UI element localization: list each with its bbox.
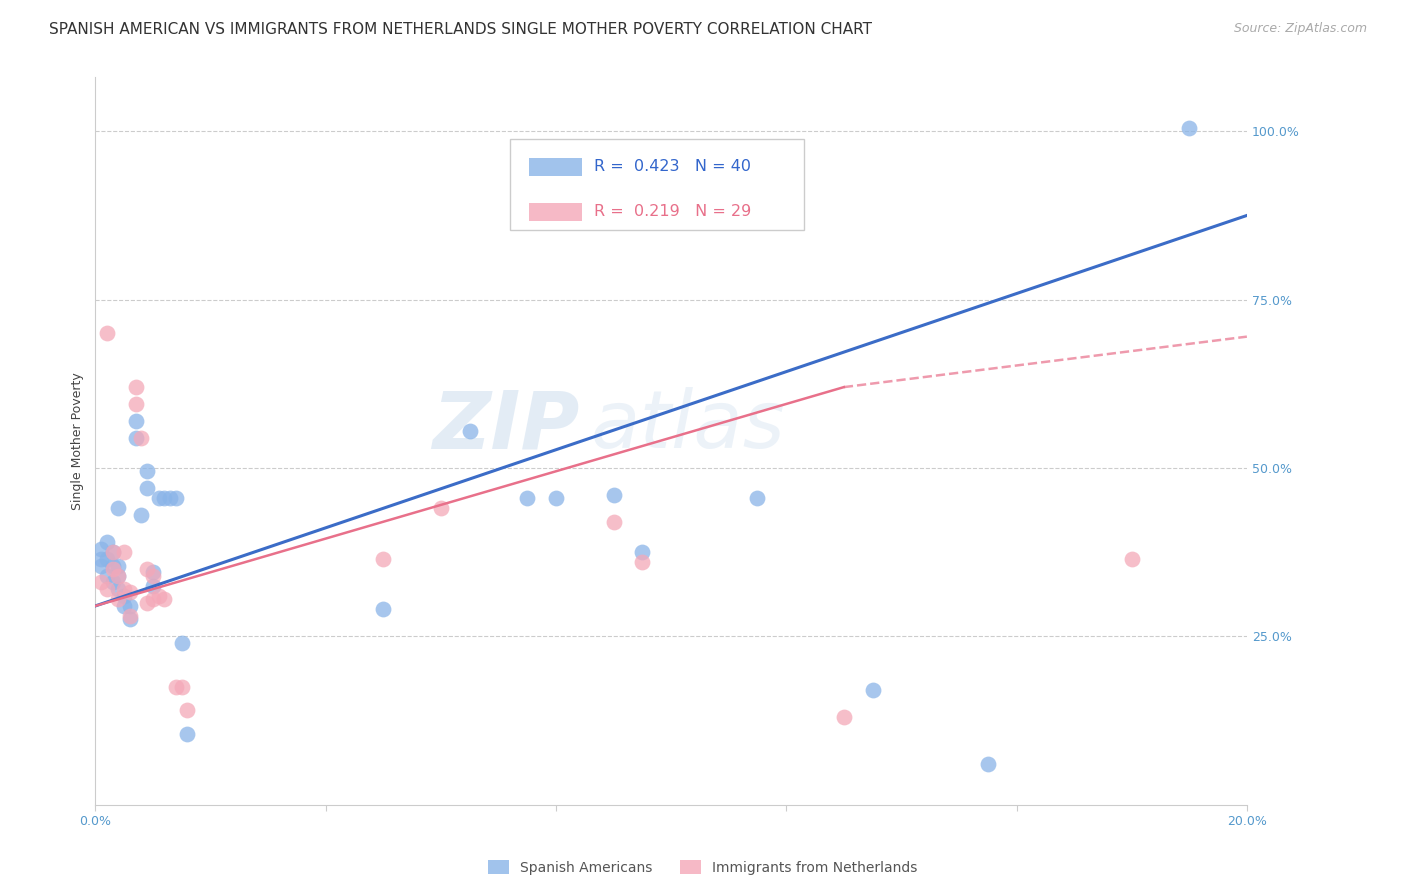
Point bbox=[124, 397, 146, 411]
Point bbox=[107, 592, 129, 607]
Point bbox=[90, 541, 112, 556]
Point bbox=[112, 589, 135, 603]
Point bbox=[136, 464, 159, 478]
Point bbox=[142, 566, 165, 580]
Point bbox=[1121, 551, 1143, 566]
Text: Source: ZipAtlas.com: Source: ZipAtlas.com bbox=[1233, 22, 1367, 36]
Point bbox=[90, 551, 112, 566]
Point bbox=[142, 568, 165, 582]
Point bbox=[148, 491, 170, 506]
Point bbox=[544, 491, 567, 506]
Point bbox=[165, 491, 187, 506]
Point bbox=[118, 599, 141, 613]
Point bbox=[142, 592, 165, 607]
Point bbox=[136, 481, 159, 495]
Point bbox=[153, 491, 176, 506]
Point bbox=[430, 501, 453, 516]
Point bbox=[862, 683, 884, 698]
Point bbox=[112, 582, 135, 596]
Point bbox=[107, 558, 129, 573]
Point bbox=[107, 568, 129, 582]
Text: atlas: atlas bbox=[591, 387, 786, 466]
Point bbox=[176, 703, 198, 717]
Point bbox=[136, 596, 159, 610]
Point bbox=[631, 555, 654, 569]
Point bbox=[96, 551, 118, 566]
Bar bbox=[530, 203, 582, 220]
Point bbox=[112, 545, 135, 559]
Point bbox=[118, 585, 141, 599]
Point bbox=[124, 414, 146, 428]
Point bbox=[107, 582, 129, 596]
Bar bbox=[530, 158, 582, 176]
Point bbox=[170, 636, 193, 650]
Point bbox=[124, 431, 146, 445]
Point bbox=[101, 575, 124, 590]
Point bbox=[631, 545, 654, 559]
FancyBboxPatch shape bbox=[510, 139, 804, 230]
Text: SPANISH AMERICAN VS IMMIGRANTS FROM NETHERLANDS SINGLE MOTHER POVERTY CORRELATIO: SPANISH AMERICAN VS IMMIGRANTS FROM NETH… bbox=[49, 22, 872, 37]
Point bbox=[101, 545, 124, 559]
Point bbox=[170, 680, 193, 694]
Point bbox=[96, 568, 118, 582]
Point bbox=[90, 575, 112, 590]
Point bbox=[131, 508, 153, 522]
Point bbox=[159, 491, 181, 506]
Point bbox=[118, 612, 141, 626]
Point bbox=[96, 535, 118, 549]
Point bbox=[1178, 120, 1201, 135]
Point bbox=[136, 562, 159, 576]
Point bbox=[832, 710, 855, 724]
Point bbox=[90, 558, 112, 573]
Point bbox=[101, 558, 124, 573]
Point bbox=[602, 515, 624, 529]
Point bbox=[101, 562, 124, 576]
Point bbox=[96, 326, 118, 341]
Point bbox=[96, 582, 118, 596]
Point bbox=[602, 488, 624, 502]
Point bbox=[124, 380, 146, 394]
Point bbox=[747, 491, 769, 506]
Point bbox=[977, 757, 1000, 772]
Point bbox=[165, 680, 187, 694]
Point bbox=[107, 501, 129, 516]
Point bbox=[142, 579, 165, 593]
Point bbox=[112, 599, 135, 613]
Point bbox=[373, 551, 395, 566]
Y-axis label: Single Mother Poverty: Single Mother Poverty bbox=[72, 372, 84, 510]
Point bbox=[153, 592, 176, 607]
Point bbox=[101, 545, 124, 559]
Point bbox=[373, 602, 395, 616]
Text: R =  0.423   N = 40: R = 0.423 N = 40 bbox=[593, 160, 751, 174]
Point bbox=[118, 609, 141, 624]
Text: ZIP: ZIP bbox=[432, 387, 579, 466]
Point bbox=[148, 589, 170, 603]
Point bbox=[107, 568, 129, 582]
Point bbox=[516, 491, 538, 506]
Point bbox=[176, 727, 198, 741]
Legend: Spanish Americans, Immigrants from Netherlands: Spanish Americans, Immigrants from Nethe… bbox=[482, 855, 924, 880]
Text: R =  0.219   N = 29: R = 0.219 N = 29 bbox=[593, 204, 751, 219]
Point bbox=[458, 424, 481, 438]
Point bbox=[131, 431, 153, 445]
